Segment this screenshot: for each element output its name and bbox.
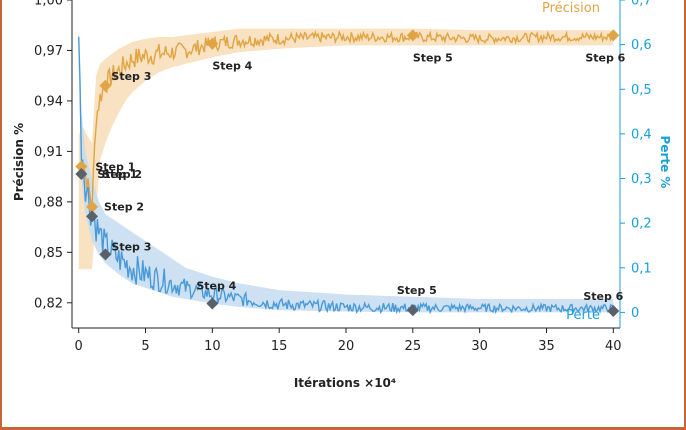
axes: 0 5 10 15 20 25 30 35 40 0,82 0,85 0,88 0,91 0,94 0,97… — [34, 0, 652, 354]
loss-step-label: Step 3 — [111, 240, 151, 253]
y-right-tick-label: 0,1 — [631, 261, 652, 276]
x-axis-title: Itérations ×10⁴ — [294, 376, 396, 390]
precision-marker — [86, 200, 99, 213]
y-left-tick-label: 1,00 — [34, 0, 63, 9]
y-right-tick-label: 0,5 — [631, 83, 652, 98]
y-left-tick-label: 0,97 — [34, 44, 63, 59]
precision-marker — [99, 79, 112, 92]
y-right-tick-label: 0,7 — [631, 0, 652, 9]
precision-step-label: Step 3 — [111, 70, 151, 83]
precision-line — [78, 29, 614, 210]
x-tick-label: 20 — [338, 339, 355, 354]
y-right-tick-label: 0,4 — [631, 127, 652, 142]
loss-step-label: Step 2 — [104, 200, 144, 213]
loss-band — [78, 31, 614, 313]
x-tick-label: 30 — [471, 339, 488, 354]
y-right-tick-label: 0,6 — [631, 38, 652, 53]
y-axis-left-title: Précision % — [12, 123, 26, 201]
y-right-tick-label: 0,2 — [631, 217, 652, 232]
x-tick-label: 40 — [605, 339, 622, 354]
loss-marker — [86, 210, 99, 223]
precision-step-label: Step 6 — [585, 51, 625, 64]
x-tick-label: 5 — [141, 339, 149, 354]
y-left-tick-label: 0,94 — [34, 94, 63, 109]
precision-marker — [406, 29, 419, 42]
loss-step-label: Step 5 — [397, 284, 437, 297]
precision-marker — [75, 160, 88, 173]
precision-marker — [206, 37, 219, 50]
series-lines — [78, 29, 614, 315]
precision-step-label: Step 1 — [95, 161, 135, 174]
precision-step-label: Step 5 — [413, 51, 453, 64]
confidence-bands — [78, 28, 614, 313]
y-left-tick-label: 0,88 — [34, 195, 63, 210]
loss-marker — [206, 297, 219, 310]
y-right-tick-label: 0,3 — [631, 172, 652, 187]
legend-loss: Perte — [566, 308, 600, 323]
x-tick-label: 0 — [75, 339, 83, 354]
loss-marker — [75, 168, 88, 181]
precision-band — [78, 28, 614, 270]
y-left-tick-label: 0,91 — [34, 145, 63, 160]
loss-step-label: Step 6 — [583, 290, 623, 303]
x-tick-label: 15 — [271, 339, 288, 354]
loss-step-label: Step 4 — [196, 279, 236, 292]
loss-line — [78, 36, 614, 315]
x-tick-label: 35 — [538, 339, 555, 354]
x-tick-label: 10 — [204, 339, 221, 354]
precision-marker — [607, 29, 620, 42]
legend-precision: Précision — [542, 1, 600, 16]
y-left-tick-label: 0,82 — [34, 296, 63, 311]
loss-marker — [406, 304, 419, 317]
y-axis-right-title: Perte % — [658, 136, 672, 189]
loss-marker — [607, 305, 620, 318]
loss-marker — [99, 248, 112, 261]
loss-step-label: Step 1 — [97, 168, 137, 181]
x-tick-label: 25 — [405, 339, 422, 354]
y-left-tick-label: 0,85 — [34, 246, 63, 261]
precision-step-label: Step 4 — [212, 60, 252, 73]
precision-step-label: Step 2 — [102, 168, 142, 181]
y-right-tick-label: 0 — [631, 306, 639, 321]
